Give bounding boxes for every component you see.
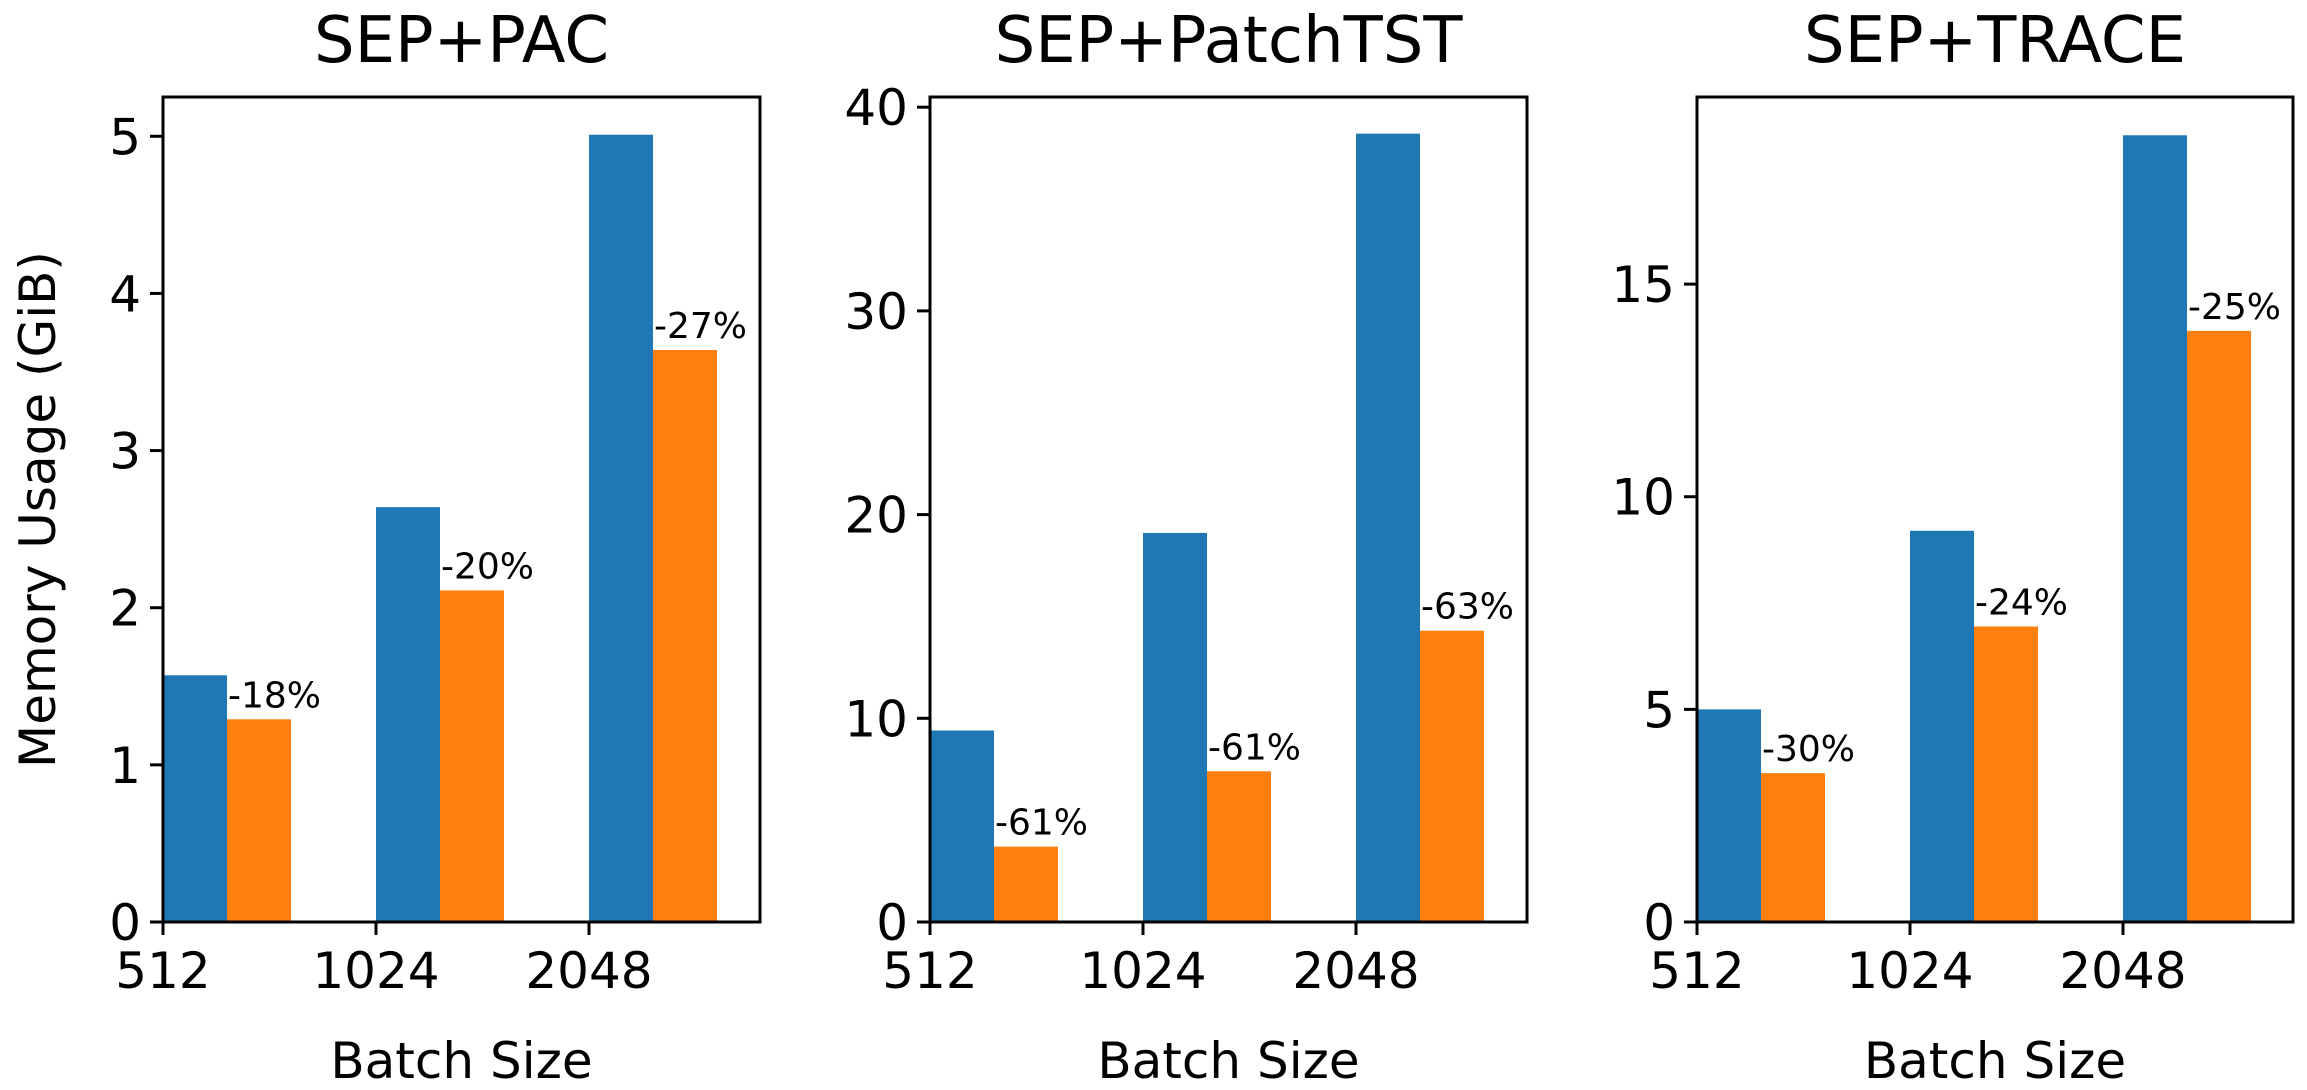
bar-reduced-1024	[440, 590, 504, 922]
reduction-label: -18%	[228, 675, 321, 716]
bar-reduced-2048	[2187, 330, 2251, 923]
x-tick-label: 2048	[2059, 942, 2186, 1000]
y-tick-label: 40	[844, 79, 908, 137]
chart-panel-2: -61% -61% -63% 0 10 20 30 40 512 1024 2048 SEP+Patc…	[844, 4, 1529, 1090]
bar-baseline-2048	[589, 134, 653, 922]
bar-baseline-2048	[1356, 133, 1420, 922]
y-tick-label: 0	[876, 894, 908, 952]
y-tick-label: 2	[109, 580, 141, 638]
x-axis-label: Batch Size	[1864, 1032, 2126, 1090]
x-tick-label: 512	[115, 942, 210, 1000]
bar-reduced-512	[227, 719, 291, 922]
reduction-label: -61%	[1208, 727, 1301, 768]
y-tick-label: 1	[109, 737, 141, 795]
reduction-label: -61%	[995, 803, 1088, 844]
y-axis-label: Memory Usage (GiB)	[9, 251, 67, 768]
bar-reduced-1024	[1207, 771, 1271, 922]
reduction-label: -20%	[441, 546, 534, 587]
bar-reduced-2048	[653, 350, 717, 922]
y-tick-label: 10	[1611, 469, 1675, 527]
y-tick-label: 4	[109, 265, 141, 323]
plot-frame	[161, 95, 762, 924]
reduction-label: -25%	[2188, 287, 2281, 328]
bar-baseline-1024	[1143, 532, 1207, 922]
y-tick-label: 15	[1611, 256, 1675, 314]
reduction-label: -63%	[1421, 587, 1514, 628]
plot-frame	[1695, 95, 2295, 924]
bar-reduced-512	[1761, 773, 1825, 922]
y-tick-label: 5	[109, 108, 141, 166]
bar-baseline-1024	[376, 507, 440, 922]
y-tick-label: 0	[109, 894, 141, 952]
x-tick-label: 2048	[525, 942, 652, 1000]
chart-panel-1: -18% -20% -27% 0 1 2 3 4 5 512 1024 2048 SEP+PAC Batc…	[9, 4, 762, 1090]
bar-reduced-1024	[1974, 626, 2038, 922]
chart-title: SEP+TRACE	[1804, 4, 2186, 78]
y-tick-label: 0	[1643, 894, 1675, 952]
y-tick-label: 3	[109, 423, 141, 481]
x-tick-label: 1024	[1846, 942, 1973, 1000]
reduction-label: -27%	[654, 306, 747, 347]
x-axis-label: Batch Size	[330, 1032, 592, 1090]
bar-reduced-2048	[1420, 630, 1484, 922]
x-tick-label: 512	[882, 942, 977, 1000]
y-tick-label: 20	[844, 487, 908, 545]
x-tick-label: 1024	[312, 942, 439, 1000]
bar-baseline-512	[930, 730, 994, 922]
bar-reduced-512	[994, 846, 1058, 922]
plot-frame	[928, 95, 1529, 924]
x-tick-label: 2048	[1292, 942, 1419, 1000]
bar-baseline-512	[1697, 709, 1761, 922]
y-tick-label: 30	[844, 283, 908, 341]
chart-panel-3: -30% -24% -25% 0 5 10 15 512 1024 2048 SEP+TRACE Ba…	[1611, 4, 2295, 1090]
x-axis-label: Batch Size	[1097, 1032, 1359, 1090]
x-tick-label: 512	[1649, 942, 1744, 1000]
chart-title: SEP+PatchTST	[995, 4, 1464, 78]
y-tick-label: 10	[844, 690, 908, 748]
bar-baseline-2048	[2123, 135, 2187, 922]
bar-baseline-512	[163, 675, 227, 922]
x-tick-label: 1024	[1079, 942, 1206, 1000]
bar-baseline-1024	[1910, 530, 1974, 922]
chart-title: SEP+PAC	[314, 4, 609, 78]
reduction-label: -30%	[1762, 729, 1855, 770]
reduction-label: -24%	[1975, 582, 2068, 623]
y-tick-label: 5	[1643, 681, 1675, 739]
